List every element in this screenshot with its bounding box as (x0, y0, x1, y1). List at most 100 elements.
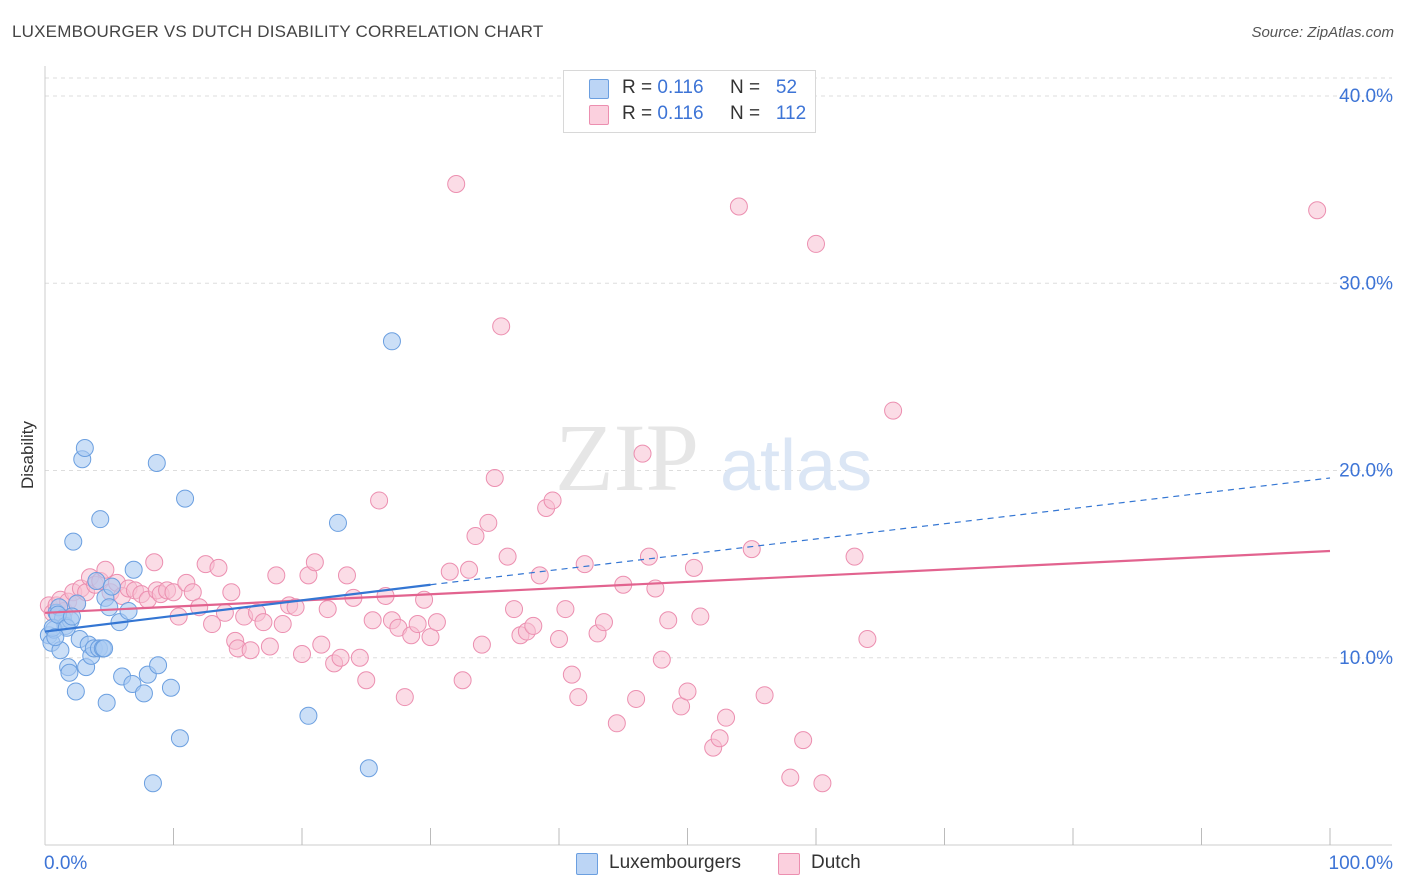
bottom-legend-swatch-pink (778, 853, 800, 875)
dutch-point (241, 641, 260, 660)
luxembourgers-point (75, 439, 94, 458)
dutch-point (203, 615, 222, 634)
source-label: Source: ZipAtlas.com (1251, 24, 1394, 41)
dutch-point (472, 635, 491, 654)
luxembourgers-point (66, 682, 85, 701)
luxembourgers-point (64, 532, 83, 551)
dutch-point (209, 558, 228, 577)
dutch-point (691, 607, 710, 626)
luxembourgers-point (119, 601, 138, 620)
luxembourgers-point (95, 639, 114, 658)
dutch-point (607, 714, 626, 733)
legend-swatch-pink (589, 105, 609, 125)
dutch-point (543, 491, 562, 510)
dutch-point (492, 317, 511, 336)
dutch-point (453, 671, 472, 690)
dutch-point (305, 553, 324, 572)
dutch-point (569, 688, 588, 707)
grid-lines (45, 77, 1392, 659)
dutch-point (858, 630, 877, 649)
dutch-point (440, 562, 459, 581)
dutch-point (363, 611, 382, 630)
dutch-point (639, 547, 658, 566)
y-tick-label: 10.0% (1339, 648, 1393, 669)
luxembourgers-point (97, 693, 116, 712)
dutch-point (395, 688, 414, 707)
y-tick-label: 20.0% (1339, 461, 1393, 482)
trend-lines (44, 477, 1331, 633)
dutch-point (254, 613, 273, 632)
dutch-point (357, 671, 376, 690)
dutch-point (813, 774, 832, 793)
dutch-point (183, 583, 202, 602)
luxembourgers-point (87, 571, 106, 590)
dutch-point (215, 603, 234, 622)
dutch-point (717, 708, 736, 727)
dutch-point (293, 645, 311, 664)
dutch-point (1308, 201, 1327, 220)
legend-r-label: R = (622, 103, 653, 124)
dutch-point (684, 558, 703, 577)
dutch-point (807, 234, 825, 253)
legend-n-label: N = (729, 77, 761, 98)
dutch-point (575, 555, 594, 574)
dutch-point (530, 566, 549, 585)
luxembourgers-point (359, 759, 378, 778)
luxembourgers-point (60, 663, 79, 682)
dutch-point (633, 444, 652, 463)
legend-r-value: 0.116 (657, 103, 704, 124)
tick-labels: 10.0% 20.0% 30.0% 40.0% 0.0% 100.0% (44, 86, 1393, 874)
luxembourgers-point (147, 454, 166, 473)
luxembourgers-point (299, 706, 318, 725)
dutch-point (260, 637, 279, 656)
dutch-point (678, 682, 697, 701)
dutch-point (145, 553, 164, 572)
y-axis-label: Disability (18, 420, 37, 490)
x-tick-label-max: 100.0% (1329, 853, 1394, 874)
dutch-point (466, 527, 485, 546)
bottom-legend-label: Dutch (811, 852, 861, 873)
x-tick-label-min: 0.0% (44, 853, 87, 874)
luxembourgers-point (161, 678, 180, 697)
dutch-point (498, 547, 517, 566)
dutch-point (524, 616, 543, 635)
axes (44, 66, 1392, 846)
dutch-point (350, 648, 369, 667)
dutch-point (845, 547, 864, 566)
dutch-point (312, 635, 331, 654)
dutch-trend-line (44, 549, 1331, 614)
bottom-legend-label: Luxembourgers (609, 852, 742, 873)
luxembourgers-point (170, 729, 189, 748)
dutch-point (755, 686, 774, 705)
dutch-point (267, 566, 286, 585)
luxembourgers-point (102, 577, 121, 596)
luxembourgers-point (46, 628, 65, 647)
dutch-point (556, 600, 575, 619)
dutch-point (659, 611, 678, 630)
watermark-atlas: atlas (720, 426, 872, 506)
legend-swatch-blue (589, 79, 609, 99)
dutch-point (550, 630, 568, 649)
dutch-point (427, 613, 446, 632)
legend-r-label: R = (622, 77, 653, 98)
legend-n-value: 52 (775, 77, 798, 98)
luxembourgers-point (149, 656, 168, 675)
luxembourgers-point (91, 510, 110, 529)
dutch-point (286, 598, 305, 617)
correlation-legend: R = 0.116 N = 52 R = 0.116 N = 112 (563, 70, 816, 133)
dutch-point (421, 628, 440, 647)
luxembourgers-points (39, 332, 401, 793)
chart-title: LUXEMBOURGER VS DUTCH DISABILITY CORRELA… (12, 22, 544, 41)
dutch-point (370, 491, 389, 510)
luxembourgers-trend-extension (430, 477, 1331, 586)
watermark: ZIP atlas (555, 404, 872, 511)
dutch-point (331, 648, 350, 667)
legend-r-value: 0.116 (657, 77, 704, 98)
dutch-point (479, 513, 498, 532)
luxembourgers-point (382, 332, 401, 351)
dutch-point (408, 615, 427, 634)
dutch-point (794, 731, 813, 750)
luxembourgers-point (176, 489, 195, 508)
dutch-point (652, 650, 671, 669)
